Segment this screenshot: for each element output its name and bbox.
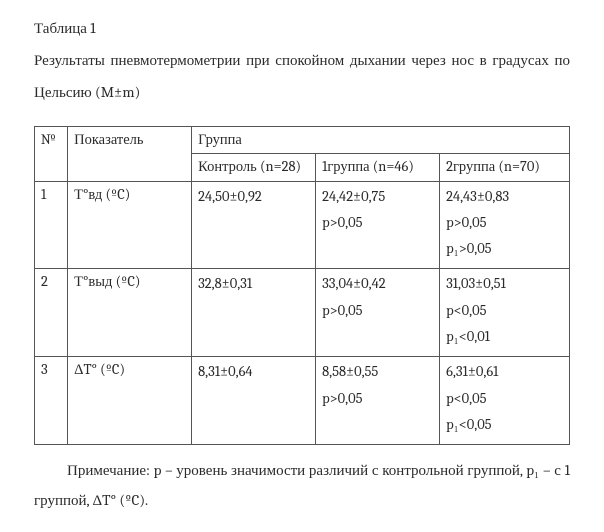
cell-g2: 31,03±0,51 p<0,05 p₁<0,01 xyxy=(440,269,570,357)
cell-line: p>0,05 xyxy=(322,213,433,233)
table-row: 1Т°вд (ºC)24,50±0,9224,42±0,75p>0,0524,4… xyxy=(35,181,570,269)
table-row: 2Т°выд (ºC) 32,8±0,31 33,04±0,42 p>0,05 31,0… xyxy=(35,269,570,357)
table-label: Таблица 1 xyxy=(34,18,570,39)
table-body: 1Т°вд (ºC)24,50±0,9224,42±0,75p>0,0524,4… xyxy=(35,181,570,445)
cell-line: p>0,05 xyxy=(322,389,433,409)
table-header-row-1: № Показатель Группа xyxy=(35,127,570,154)
cell-line: 31,03±0,51 xyxy=(446,274,563,294)
cell-control: 8,31±0,64 xyxy=(192,357,316,445)
cell-g1: 24,42±0,75 p>0,05 xyxy=(316,181,440,269)
col-g1-header: 1группа (n=46) xyxy=(316,154,440,181)
cell-line: 33,04±0,42 xyxy=(322,274,433,294)
cell-line: 8,31±0,64 xyxy=(198,362,309,382)
cell-g1: 33,04±0,42 p>0,05 xyxy=(316,269,440,357)
cell-line: p>0,05 xyxy=(446,213,563,233)
cell-line: p₁<0,05 xyxy=(446,415,563,435)
col-g2-header: 2группа (n=70) xyxy=(440,154,570,181)
page: Таблица 1 Результаты пневмотермометрии п… xyxy=(0,0,604,532)
cell-g1: 8,58±0,55 p>0,05 xyxy=(316,357,440,445)
cell-indicator: Т°вд (ºC) xyxy=(68,181,192,269)
cell-line: p₁>0,05 xyxy=(446,239,563,259)
col-group-header: Группа xyxy=(192,127,570,154)
cell-control: 32,8±0,31 xyxy=(192,269,316,357)
cell-line: 8,58±0,55 xyxy=(322,362,433,382)
cell-line: p₁<0,01 xyxy=(446,327,563,347)
cell-line: p<0,05 xyxy=(446,301,563,321)
cell-num: 1 xyxy=(35,181,68,269)
cell-line: 6,31±0,61 xyxy=(446,362,563,382)
col-num-header: № xyxy=(35,127,68,182)
cell-line: 24,50±0,92 xyxy=(198,187,309,207)
cell-line: 24,42±0,75 xyxy=(322,187,433,207)
data-table: № Показатель Группа Контроль (n=28) 1гру… xyxy=(34,126,570,445)
cell-line: p<0,05 xyxy=(446,389,563,409)
cell-g2: 24,43±0,83 p>0,05 p₁>0,05 xyxy=(440,181,570,269)
cell-num: 2 xyxy=(35,269,68,357)
cell-line: 24,43±0,83 xyxy=(446,187,563,207)
cell-indicator: Т°выд (ºC) xyxy=(68,269,192,357)
cell-line: p>0,05 xyxy=(322,301,433,321)
table-row: 3ΔT° (ºC) 8,31±0,64 8,58±0,55 p>0,05 6,31±0,… xyxy=(35,357,570,445)
table-caption: Результаты пневмотермометрии при спокойн… xyxy=(34,45,570,108)
cell-indicator: ΔT° (ºC) xyxy=(68,357,192,445)
table-footnote: Примечание: p – уровень значимости разли… xyxy=(34,455,570,515)
col-control-header: Контроль (n=28) xyxy=(192,154,316,181)
cell-line: 32,8±0,31 xyxy=(198,274,309,294)
cell-g2: 6,31±0,61 p<0,05 p₁<0,05 xyxy=(440,357,570,445)
col-indicator-header: Показатель xyxy=(68,127,192,182)
cell-num: 3 xyxy=(35,357,68,445)
cell-control: 24,50±0,92 xyxy=(192,181,316,269)
